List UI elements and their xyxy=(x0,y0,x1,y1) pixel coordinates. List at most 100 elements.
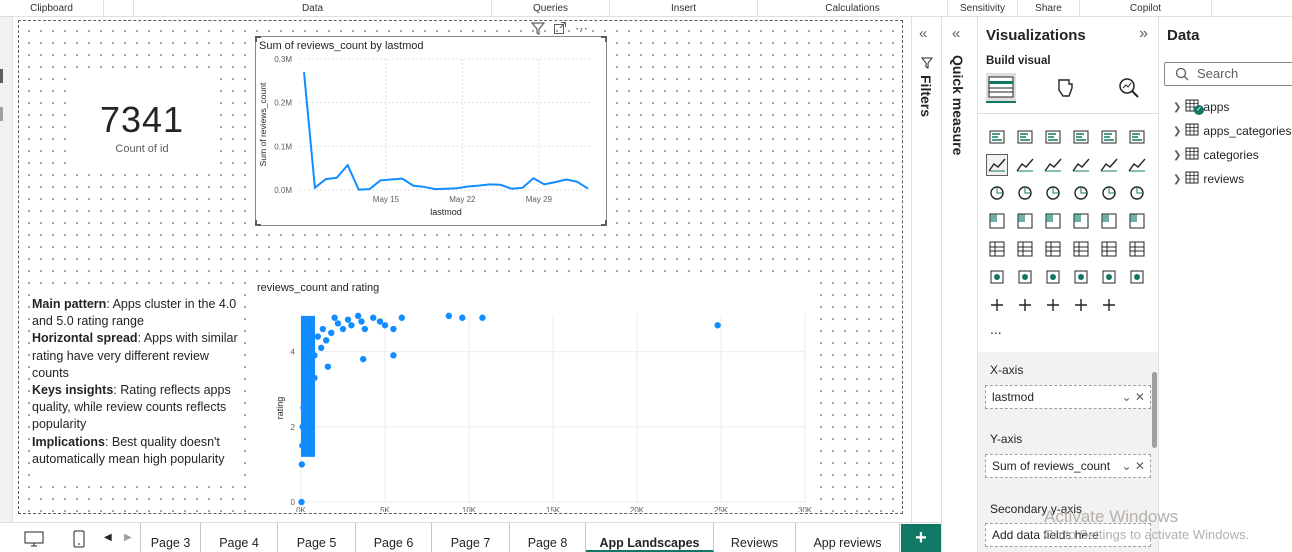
mobile-layout-icon[interactable] xyxy=(73,530,85,551)
donut-chart-icon[interactable] xyxy=(1126,182,1148,204)
map-icon[interactable] xyxy=(1014,210,1036,232)
table-item[interactable]: ❯ categories xyxy=(1173,147,1259,163)
resize-handle[interactable] xyxy=(255,36,261,42)
chevron-right-icon[interactable]: ❯ xyxy=(1173,125,1182,137)
stacked-bar-chart-icon[interactable] xyxy=(986,126,1008,148)
area-chart-icon[interactable] xyxy=(1014,154,1036,176)
card-visual[interactable]: 7341 Count of id xyxy=(67,77,217,167)
funnel-chart-icon[interactable] xyxy=(1042,182,1064,204)
focus-mode-icon[interactable] xyxy=(553,21,567,38)
build-visual-icon[interactable] xyxy=(986,73,1016,103)
page-tab[interactable]: App Landscapes xyxy=(586,523,714,552)
page-tab[interactable]: Page 3 xyxy=(140,523,201,552)
key-influencers-icon[interactable] xyxy=(1014,266,1036,288)
chevron-down-icon[interactable]: ⌄ ✕ xyxy=(1121,390,1145,404)
gauge-icon[interactable] xyxy=(1098,210,1120,232)
diamond-visual-icon[interactable] xyxy=(1098,294,1120,316)
scatter-chart-icon[interactable] xyxy=(1070,182,1092,204)
more-options-icon[interactable]: ⋯ xyxy=(575,21,589,36)
page-tab[interactable]: Page 7 xyxy=(432,523,510,552)
report-page[interactable]: 7341 Count of id ⋯ Sum of reviews_count … xyxy=(18,20,903,514)
table-item[interactable]: ❯ reviews xyxy=(1173,171,1244,187)
collapse-icon[interactable]: » xyxy=(1139,25,1148,42)
x-tick-label: May 22 xyxy=(449,195,476,204)
slicer-icon[interactable] xyxy=(1042,238,1064,260)
page-tab[interactable]: App reviews xyxy=(796,523,900,552)
clustered-bar-chart-icon[interactable] xyxy=(1042,126,1064,148)
waterfall-chart-icon[interactable] xyxy=(1014,182,1036,204)
expand-icon[interactable]: « xyxy=(952,25,961,42)
visualizations-title: Visualizations xyxy=(986,27,1086,44)
filled-map-icon[interactable] xyxy=(1042,210,1064,232)
chevron-right-icon[interactable]: ❯ xyxy=(1173,173,1182,185)
chevron-right-icon[interactable]: ❯ xyxy=(1173,149,1182,161)
page-tab[interactable]: Page 6 xyxy=(356,523,432,552)
qna-icon[interactable] xyxy=(1070,266,1092,288)
line-and-stacked-column-chart-icon[interactable] xyxy=(1098,154,1120,176)
resize-handle[interactable] xyxy=(255,220,261,226)
chevron-right-icon[interactable]: ❯ xyxy=(1173,101,1182,113)
multi-row-card-icon[interactable] xyxy=(986,238,1008,260)
desktop-layout-icon[interactable] xyxy=(24,531,44,550)
resize-handle[interactable] xyxy=(601,220,607,226)
scroll-left-icon[interactable]: ◀ xyxy=(104,532,112,543)
100-stacked-bar-chart-icon[interactable] xyxy=(1098,126,1120,148)
azure-map-icon[interactable] xyxy=(1070,210,1092,232)
scatter-chart-visual[interactable]: reviews_count and rating 0 2 4 0K 5K 10K 15K 20… xyxy=(255,276,815,512)
table-item[interactable]: ❯ apps_categories xyxy=(1173,123,1291,139)
card-icon[interactable] xyxy=(1126,210,1148,232)
visual-header-toolbar: ⋯ xyxy=(530,21,589,38)
filters-pane-collapsed[interactable]: « Filters xyxy=(911,17,941,522)
insights-textbox[interactable]: Main pattern: Apps cluster in the 4.0 an… xyxy=(32,294,242,484)
kpi-icon[interactable] xyxy=(1014,238,1036,260)
scroll-right-icon[interactable]: ▶ xyxy=(124,532,132,543)
metrics-icon[interactable] xyxy=(1126,266,1148,288)
page-tab[interactable]: Page 4 xyxy=(201,523,278,552)
scatter-point xyxy=(714,322,721,329)
narrative-icon[interactable] xyxy=(1098,266,1120,288)
resize-handle[interactable] xyxy=(601,36,607,42)
report-canvas[interactable]: 7341 Count of id ⋯ Sum of reviews_count … xyxy=(13,17,911,522)
matrix-icon[interactable] xyxy=(1098,238,1120,260)
secondary-yaxis-well[interactable]: Add data fields here xyxy=(985,523,1151,547)
filter-icon[interactable] xyxy=(530,21,546,38)
yaxis-field-pill[interactable]: Sum of reviews_count ⌄ ✕ xyxy=(988,457,1148,475)
y-tick-label: 0.3M xyxy=(274,55,292,64)
page-tab[interactable]: Page 5 xyxy=(278,523,356,552)
analytics-icon[interactable] xyxy=(1114,73,1144,103)
expand-filters-icon[interactable]: « xyxy=(919,25,928,42)
xaxis-field-pill[interactable]: lastmod ⌄ ✕ xyxy=(988,388,1148,406)
r-script-visual-icon[interactable] xyxy=(1126,238,1148,260)
add-page-button[interactable]: + xyxy=(901,524,941,552)
goals-icon[interactable] xyxy=(1070,294,1092,316)
chevron-down-icon[interactable]: ⌄ ✕ xyxy=(1121,459,1145,473)
power-apps-icon[interactable] xyxy=(1014,294,1036,316)
line-chart-visual[interactable]: Sum of reviews_count by lastmod 0.0M 0.1M… xyxy=(255,36,607,226)
pie-chart-icon[interactable] xyxy=(1098,182,1120,204)
pane-scrollbar[interactable] xyxy=(1152,372,1157,448)
paginated-report-icon[interactable] xyxy=(986,294,1008,316)
power-automate-icon[interactable] xyxy=(1042,294,1064,316)
page-tab[interactable]: Reviews xyxy=(714,523,796,552)
xaxis-well[interactable]: lastmod ⌄ ✕ xyxy=(985,385,1151,409)
yaxis-well[interactable]: Sum of reviews_count ⌄ ✕ xyxy=(985,454,1151,478)
search-input[interactable]: Search xyxy=(1164,62,1292,86)
quick-measure-pane[interactable]: « Quick measure xyxy=(941,17,977,552)
table-icon[interactable] xyxy=(1070,238,1092,260)
100-stacked-column-chart-icon[interactable] xyxy=(1126,126,1148,148)
100-stacked-area-chart-icon[interactable] xyxy=(1070,154,1092,176)
treemap-icon[interactable] xyxy=(986,210,1008,232)
page-tab[interactable]: Page 8 xyxy=(510,523,586,552)
clustered-column-chart-icon[interactable] xyxy=(1070,126,1092,148)
decomposition-tree-icon[interactable] xyxy=(1042,266,1064,288)
stacked-area-chart-icon[interactable] xyxy=(1042,154,1064,176)
python-visual-icon[interactable] xyxy=(986,266,1008,288)
line-and-clustered-column-chart-icon[interactable] xyxy=(1126,154,1148,176)
line-chart-icon[interactable] xyxy=(986,154,1008,176)
card-label: Count of id xyxy=(115,143,169,155)
format-visual-icon[interactable] xyxy=(1050,73,1080,103)
stacked-column-chart-icon[interactable] xyxy=(1014,126,1036,148)
table-item[interactable]: ❯ apps ✓ xyxy=(1173,99,1229,115)
ribbon-chart-icon[interactable] xyxy=(986,182,1008,204)
more-visuals-button[interactable]: ... xyxy=(990,321,1002,337)
